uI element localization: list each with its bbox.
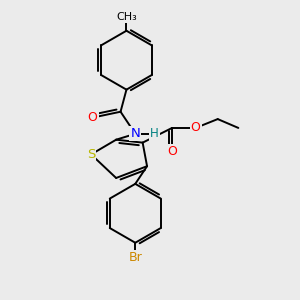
Text: O: O bbox=[167, 145, 177, 158]
Text: S: S bbox=[87, 148, 95, 161]
Text: H: H bbox=[150, 127, 159, 140]
Text: N: N bbox=[130, 127, 140, 140]
Text: Br: Br bbox=[128, 251, 142, 264]
Text: O: O bbox=[88, 111, 98, 124]
Text: O: O bbox=[191, 122, 201, 134]
Text: CH₃: CH₃ bbox=[116, 13, 137, 22]
